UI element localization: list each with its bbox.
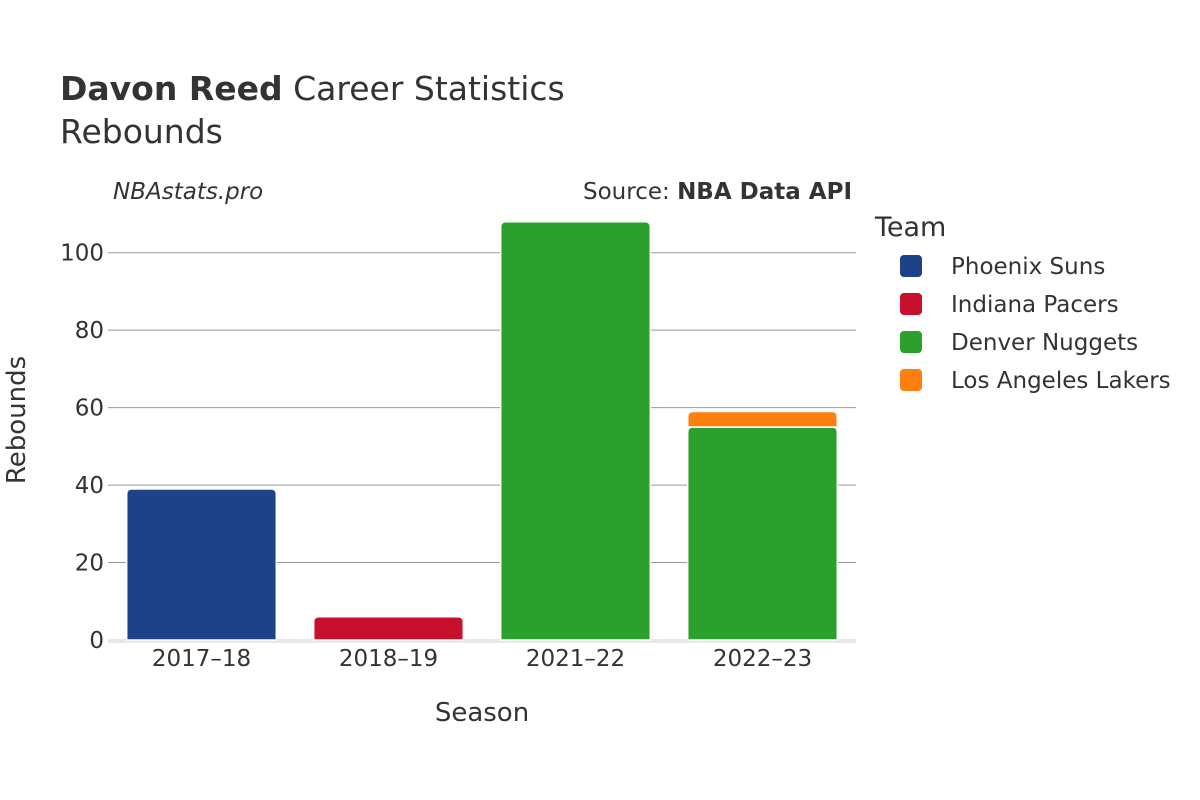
chart-title: Davon Reed Career Statistics: [60, 69, 565, 108]
y-tick-label: 80: [75, 318, 104, 344]
bar-indiana-pacers[interactable]: [312, 616, 465, 641]
legend-label: Denver Nuggets: [951, 330, 1138, 356]
y-tick-label: 0: [89, 628, 104, 654]
bar-denver-nuggets[interactable]: [686, 426, 839, 641]
legend-item[interactable]: Indiana Pacers: [900, 292, 1119, 318]
legend-title: Team: [874, 212, 946, 243]
legend: Phoenix Suns Indiana Pacers Denver Nuggets…: [900, 254, 1171, 394]
x-axis-title: Season: [435, 698, 529, 728]
y-axis-ticks: 0 20 40 60 80 100: [60, 241, 104, 654]
legend-swatch: [900, 369, 922, 391]
legend-swatch: [900, 293, 922, 315]
legend-item[interactable]: Los Angeles Lakers: [900, 368, 1171, 394]
x-tick-label: 2022–23: [713, 646, 812, 672]
legend-label: Indiana Pacers: [951, 292, 1119, 318]
source-prefix: Source:: [583, 179, 677, 205]
y-tick-label: 20: [75, 551, 104, 577]
bars: [125, 220, 839, 641]
x-tick-label: 2017–18: [152, 646, 251, 672]
y-tick-label: 60: [75, 396, 104, 422]
bar-phoenix-suns[interactable]: [125, 488, 278, 641]
x-axis-ticks: 2017–18 2018–19 2021–22 2022–23: [152, 646, 812, 672]
title-rest: Career Statistics: [283, 69, 565, 108]
legend-swatch: [900, 331, 922, 353]
y-tick-label: 100: [60, 241, 104, 267]
bar-los-angeles-lakers[interactable]: [686, 410, 839, 428]
watermark-text: NBAstats.pro: [113, 179, 263, 205]
legend-item[interactable]: Phoenix Suns: [900, 254, 1105, 280]
x-tick-label: 2018–19: [339, 646, 438, 672]
gridlines: [108, 252, 856, 643]
source-text: Source: NBA Data API: [583, 179, 852, 205]
chart-subtitle: Rebounds: [60, 112, 223, 151]
bar-denver-nuggets[interactable]: [499, 220, 652, 641]
y-axis-title: Rebounds: [2, 356, 32, 484]
x-tick-label: 2021–22: [526, 646, 625, 672]
legend-label: Phoenix Suns: [951, 254, 1105, 280]
source-name: NBA Data API: [677, 179, 852, 205]
legend-label: Los Angeles Lakers: [951, 368, 1171, 394]
y-tick-label: 40: [75, 473, 104, 499]
player-name: Davon Reed: [60, 69, 283, 108]
legend-swatch: [900, 255, 922, 277]
legend-item[interactable]: Denver Nuggets: [900, 330, 1138, 356]
